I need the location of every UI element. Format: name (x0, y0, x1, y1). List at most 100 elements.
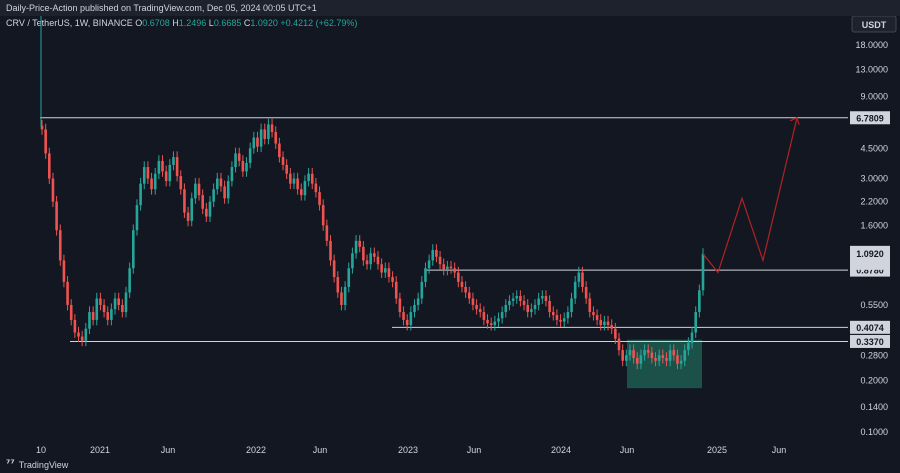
currency-badge[interactable] (851, 16, 897, 33)
price-tick-label: 3.0000 (860, 174, 888, 184)
candle-body (409, 312, 413, 326)
candle-body (584, 286, 588, 299)
candle-body (478, 309, 482, 313)
candle-body (88, 312, 91, 329)
candle-body (343, 286, 347, 305)
candle-body (365, 260, 369, 265)
candle-body (69, 304, 73, 320)
candle-body (248, 148, 252, 163)
candle-body (175, 157, 179, 177)
candle-body (146, 167, 150, 179)
candle-body (570, 298, 573, 313)
time-tick-label: Jun (620, 445, 635, 455)
candle-body (205, 208, 208, 217)
candle-body (500, 312, 504, 319)
candle-body (194, 183, 197, 199)
candle-body (358, 240, 362, 247)
candle-body (245, 162, 248, 172)
candle-body (299, 189, 303, 196)
candle-body (80, 336, 84, 341)
level-price-label-bg (850, 334, 890, 348)
candle-body (270, 124, 274, 133)
candle-body (464, 286, 467, 293)
candle-body (161, 160, 164, 172)
candle-body (131, 230, 135, 269)
candle-body (121, 304, 124, 313)
candle-body (599, 319, 603, 326)
candle-body (325, 225, 329, 241)
candle-body (117, 298, 120, 305)
candle-body (416, 298, 420, 305)
candle-body (690, 332, 694, 344)
candle-body (625, 355, 628, 361)
time-tick-label: Jun (161, 445, 176, 455)
chart-area[interactable]: CRV / TetherUS, 1W, BINANCE O0.6708 H1.2… (0, 16, 900, 457)
candle-body (230, 167, 234, 182)
candle-body (628, 350, 632, 356)
tradingview-logo[interactable]: ⁷⁷ TradingView (6, 459, 68, 470)
legend-part: CRV / TetherUS, 1W, BINANCE (6, 18, 135, 28)
candle-body (190, 198, 194, 221)
candle-body (201, 195, 204, 209)
candle-body (168, 164, 172, 182)
legend-part: L (209, 18, 214, 28)
candle-body (562, 318, 566, 322)
level-price-label-bg (850, 320, 890, 334)
price-chart[interactable]: CRV / TetherUS, 1W, BINANCE O0.6708 H1.2… (0, 16, 900, 457)
level-price-label: 0.3370 (856, 337, 884, 347)
candle-body (307, 173, 310, 182)
candle-body (679, 360, 683, 364)
time-tick-label: 2025 (707, 445, 727, 455)
candle-body (427, 260, 431, 269)
currency-label: USDT (862, 20, 887, 30)
candle-body (449, 266, 453, 269)
candle-body (413, 304, 416, 313)
candle-body (84, 328, 88, 341)
candle-body (457, 272, 460, 282)
level-price-label: 6.7809 (856, 113, 884, 123)
candle-body (657, 355, 661, 361)
candle-body (687, 343, 690, 351)
candle-body (212, 189, 215, 202)
candle-body (701, 253, 705, 291)
candle-body (310, 173, 314, 184)
candle-body (362, 246, 365, 261)
candle-body (380, 264, 383, 273)
candle-body (292, 178, 296, 184)
candle-body (643, 350, 646, 356)
candle-body (139, 183, 142, 206)
candle-body (44, 129, 47, 154)
candle-body (533, 304, 537, 310)
accumulation-zone (627, 339, 702, 389)
price-tick-label: 0.1400 (860, 402, 888, 412)
candle-body (51, 178, 55, 202)
candle-body (77, 332, 80, 337)
candle-body (354, 240, 358, 254)
candle-body (493, 321, 497, 326)
candle-body (617, 338, 621, 351)
candle-body (48, 153, 51, 179)
candle-body (650, 352, 654, 358)
candle-body (595, 315, 599, 320)
candle-body (551, 312, 555, 316)
candle-body (296, 178, 299, 190)
candle-body (508, 300, 511, 305)
candle-body (383, 268, 387, 273)
price-tick-label: 13.0000 (855, 64, 888, 74)
candle-body (603, 321, 606, 326)
projection-path[interactable] (702, 117, 798, 274)
price-tick-label: 1.6000 (860, 220, 888, 230)
candle-body (164, 171, 168, 182)
candle-body (661, 355, 665, 358)
candle-body (241, 160, 245, 172)
candle-body (694, 312, 697, 333)
candle-body (321, 205, 325, 226)
candle-body (110, 309, 113, 320)
legend-part: C (244, 18, 251, 28)
price-tick-label: 18.0000 (855, 40, 888, 50)
candle-body (172, 157, 175, 165)
candle-body (179, 176, 183, 190)
candle-body (259, 129, 263, 147)
candle-body (332, 260, 336, 278)
candle-body (102, 304, 106, 313)
